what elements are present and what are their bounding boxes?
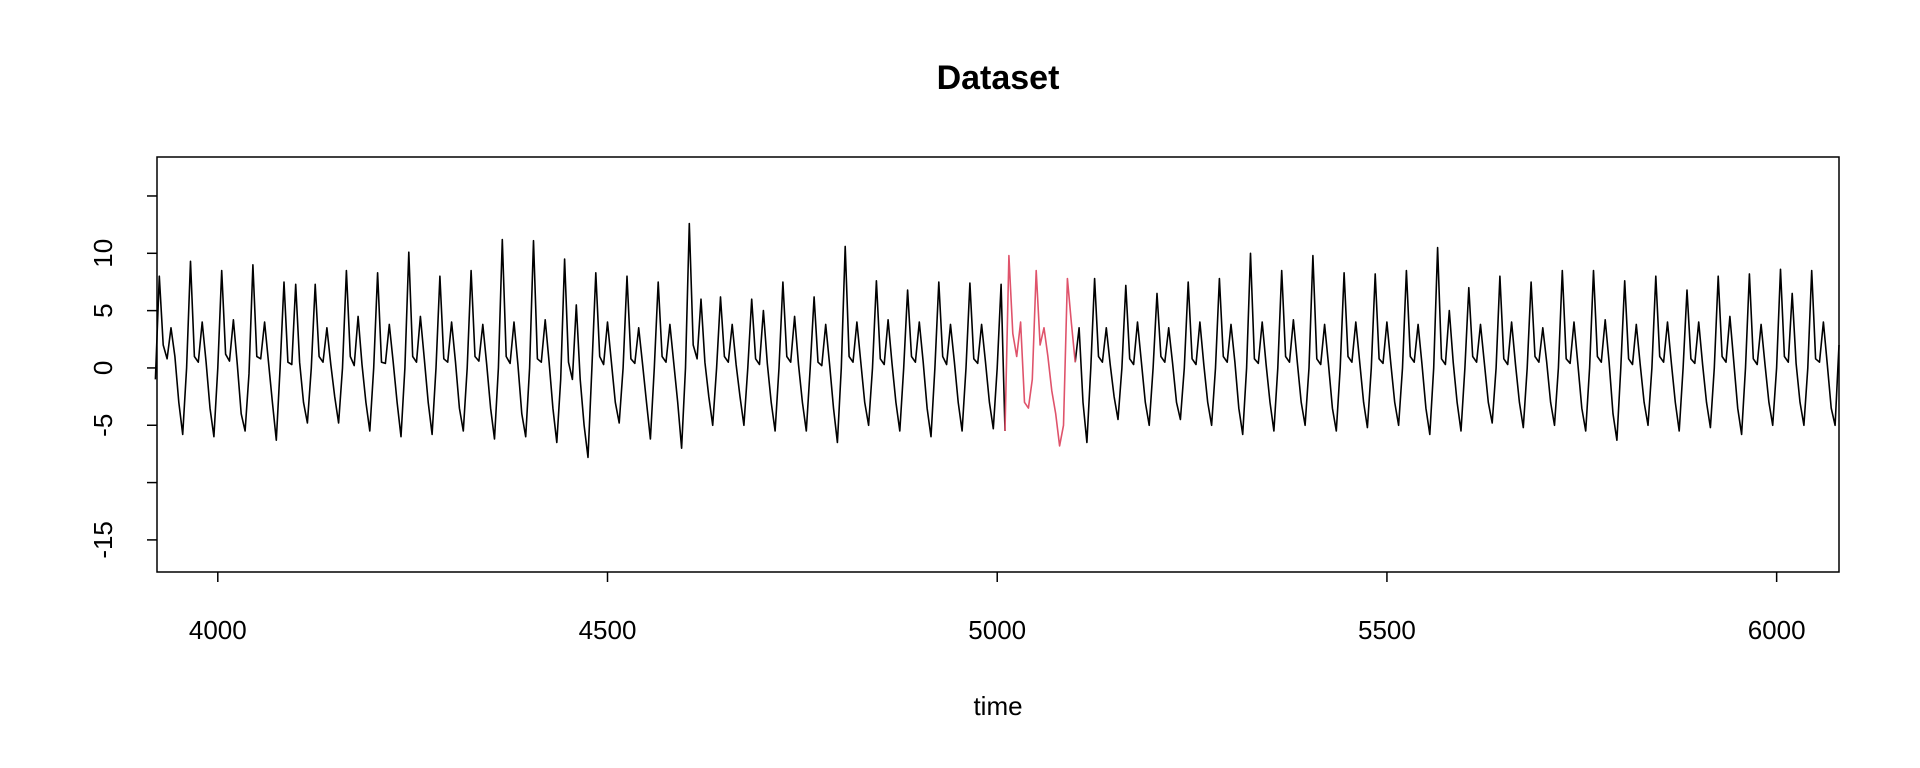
series-line bbox=[1074, 246, 1840, 444]
y-tick-label: 0 bbox=[88, 361, 118, 375]
x-tick-label: 4500 bbox=[579, 615, 637, 645]
y-tick-label: -5 bbox=[88, 414, 118, 437]
x-axis-label: time bbox=[973, 691, 1022, 721]
x-tick-label: 4000 bbox=[189, 615, 247, 645]
x-tick-label: 5000 bbox=[968, 615, 1026, 645]
y-tick-label: 10 bbox=[88, 239, 118, 268]
series-line bbox=[1004, 254, 1076, 447]
chart-title: Dataset bbox=[937, 59, 1060, 97]
y-tick-label: 5 bbox=[88, 303, 118, 317]
x-tick-label: 5500 bbox=[1358, 615, 1416, 645]
plot-frame bbox=[156, 156, 1840, 573]
x-tick-label: 6000 bbox=[1748, 615, 1806, 645]
y-tick-label: -15 bbox=[88, 521, 118, 559]
series-line bbox=[154, 222, 1006, 459]
